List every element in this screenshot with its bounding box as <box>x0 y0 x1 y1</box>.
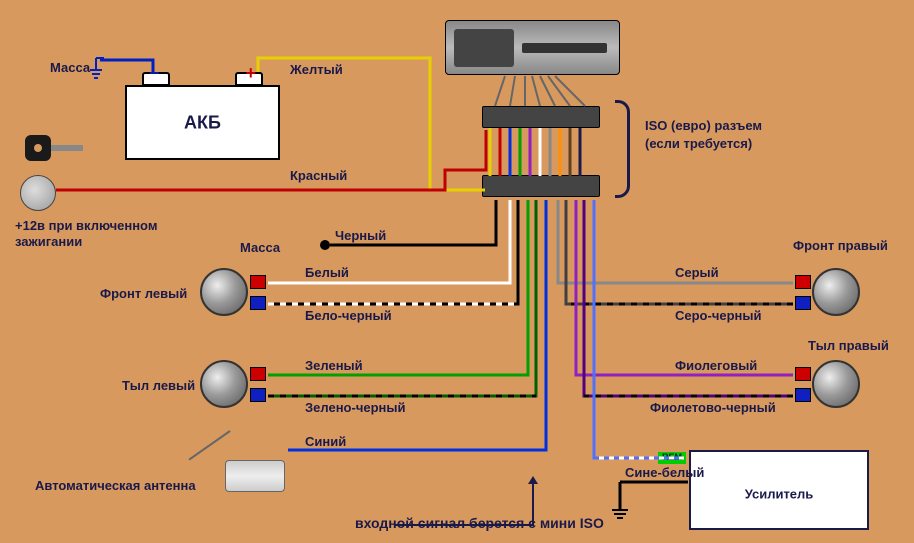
antenna-rod-icon <box>188 430 230 460</box>
fr-neg-terminal <box>795 296 811 310</box>
amplifier: Усилитель <box>689 450 869 530</box>
speaker-front-right <box>812 268 860 316</box>
iso-connector-bottom <box>482 175 600 197</box>
bracket-icon <box>615 100 630 198</box>
rem-label: REM <box>662 452 682 462</box>
plus-sign: + <box>245 63 256 84</box>
antenna-icon <box>225 460 285 492</box>
fl-pos-terminal <box>250 275 266 289</box>
head-unit <box>445 20 620 75</box>
rl-neg-terminal <box>250 388 266 402</box>
violetblack-label: Фиолетово-черный <box>650 400 776 415</box>
speaker-rear-right <box>812 360 860 408</box>
iso-label1: ISO (евро) разъем <box>645 118 762 133</box>
rl-pos-terminal <box>250 367 266 381</box>
fl-neg-terminal <box>250 296 266 310</box>
battery-label: АКБ <box>184 112 221 133</box>
black-label: Черный <box>335 228 386 243</box>
white-label: Белый <box>305 265 349 280</box>
greyblack-label: Серо-черный <box>675 308 762 323</box>
violet-label: Фиолеговый <box>675 358 757 373</box>
ground-label: Масса <box>50 60 90 75</box>
battery: − + АКБ <box>125 85 280 160</box>
antenna-label: Автоматическая антенна <box>35 478 196 493</box>
ignition-icon <box>20 175 56 211</box>
rr-pos-terminal <box>795 367 811 381</box>
head-unit-slot <box>522 43 607 53</box>
rr-label: Тыл правый <box>808 338 889 353</box>
amplifier-label: Усилитель <box>745 486 814 501</box>
key-icon <box>25 135 85 163</box>
head-unit-port <box>454 29 514 67</box>
ignition-label: +12в при включенном зажигании <box>15 218 195 249</box>
fl-label: Фронт левый <box>100 286 187 301</box>
grey-label: Серый <box>675 265 719 280</box>
minus-sign: − <box>149 63 160 84</box>
speaker-rear-left <box>200 360 248 408</box>
fr-pos-terminal <box>795 275 811 289</box>
bluewhite-label: Сине-белый <box>625 465 704 480</box>
red-label: Красный <box>290 168 347 183</box>
greenblack-label: Зелено-черный <box>305 400 405 415</box>
fr-label: Фронт правый <box>793 238 888 253</box>
bottom-label: входной сигнал берется с мини ISO <box>355 515 604 531</box>
mass2-label: Масса <box>240 240 280 255</box>
green-label: Зеленый <box>305 358 363 373</box>
yellow-label: Желтый <box>290 62 343 77</box>
blue-label: Синий <box>305 434 346 449</box>
rr-neg-terminal <box>795 388 811 402</box>
iso-connector-top <box>482 106 600 128</box>
rl-label: Тыл левый <box>122 378 195 393</box>
whiteblack-label: Бело-черный <box>305 308 392 323</box>
iso-label2: (если требуется) <box>645 136 752 151</box>
speaker-front-left <box>200 268 248 316</box>
